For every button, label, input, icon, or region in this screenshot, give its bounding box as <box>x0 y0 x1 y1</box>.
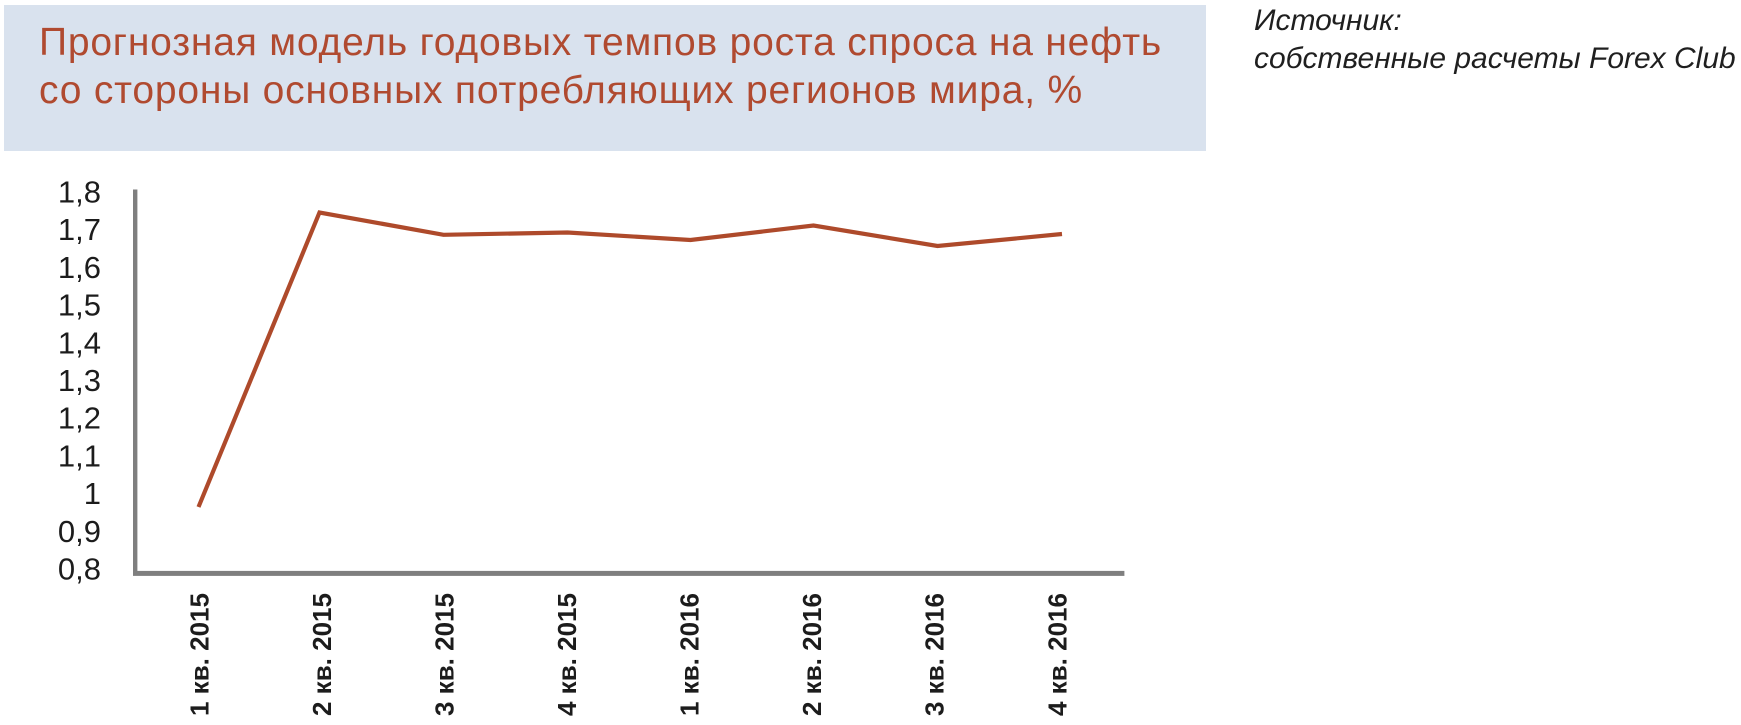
svg-text:1: 1 <box>84 476 101 511</box>
svg-text:1,4: 1,4 <box>58 325 101 360</box>
svg-text:1,5: 1,5 <box>58 288 101 323</box>
svg-text:1,3: 1,3 <box>58 363 101 398</box>
svg-text:1,2: 1,2 <box>58 401 101 436</box>
svg-text:1,1: 1,1 <box>58 438 101 473</box>
svg-text:4 кв. 2016: 4 кв. 2016 <box>1042 593 1072 716</box>
svg-text:1 кв. 2015: 1 кв. 2015 <box>184 593 214 716</box>
svg-text:3 кв. 2016: 3 кв. 2016 <box>920 593 950 716</box>
svg-text:2 кв. 2015: 2 кв. 2015 <box>307 593 337 716</box>
svg-text:3 кв. 2015: 3 кв. 2015 <box>429 593 459 716</box>
svg-text:1 кв. 2016: 1 кв. 2016 <box>675 593 705 716</box>
svg-text:4 кв. 2015: 4 кв. 2015 <box>552 593 582 716</box>
svg-text:2 кв. 2016: 2 кв. 2016 <box>797 593 827 716</box>
svg-text:1,8: 1,8 <box>58 175 101 210</box>
svg-text:1,7: 1,7 <box>58 212 101 247</box>
svg-text:0,8: 0,8 <box>58 552 101 587</box>
svg-text:0,9: 0,9 <box>58 514 101 549</box>
svg-text:1,6: 1,6 <box>58 250 101 285</box>
